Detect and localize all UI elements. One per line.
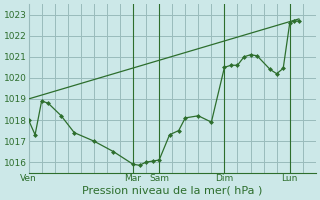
X-axis label: Pression niveau de la mer( hPa ): Pression niveau de la mer( hPa )	[82, 186, 262, 196]
